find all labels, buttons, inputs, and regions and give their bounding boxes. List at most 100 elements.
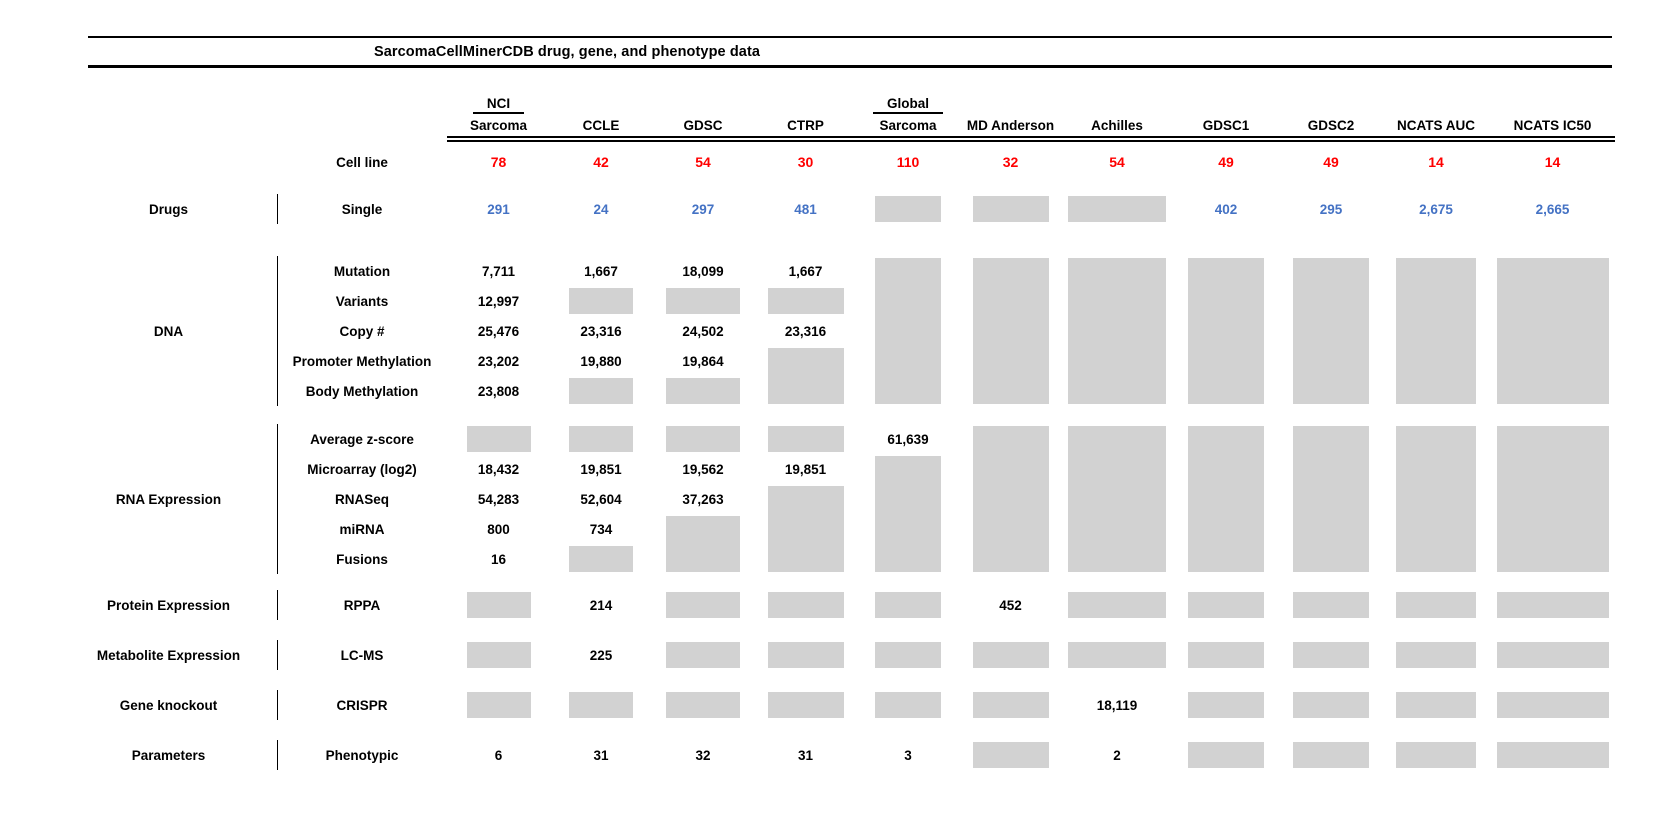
cell-line-count-ncats_auc: 14 [1428, 154, 1444, 170]
no-data-box [1188, 426, 1264, 572]
no-data-box [466, 592, 531, 618]
column-header-row: NCI Sarcoma CCLE GDSC CTRP Global Sarcoma MD An… [60, 92, 1669, 178]
row-label: Copy # [339, 323, 385, 339]
data-cell: 402 [1214, 201, 1238, 217]
no-data-box [1188, 742, 1264, 768]
data-cell: 214 [589, 597, 613, 613]
no-data-box [1188, 692, 1264, 718]
no-data-box [1068, 258, 1166, 404]
data-cell: 800 [487, 521, 510, 537]
no-data-box [569, 692, 633, 718]
data-cell [1382, 424, 1490, 574]
section-category-label: Drugs [148, 201, 188, 217]
data-cell [1490, 424, 1615, 574]
column-header-label-ncats_auc: NCATS AUC [1397, 117, 1475, 133]
column-header-label-gdsc: GDSC [683, 117, 723, 133]
data-cell [857, 256, 959, 406]
no-data-box [767, 426, 844, 452]
no-data-box [767, 642, 844, 668]
data-cell: 32 [695, 747, 711, 763]
data-cell [550, 286, 652, 316]
data-cell: 18,119 [1096, 697, 1138, 713]
no-data-box [1293, 592, 1369, 618]
row-label: Microarray (log2) [307, 461, 417, 477]
data-cell [1172, 640, 1280, 670]
data-cell [652, 286, 754, 316]
data-cell [1062, 640, 1172, 670]
no-data-box [1188, 642, 1264, 668]
data-cell: 3 [904, 747, 912, 763]
data-cell [857, 590, 959, 620]
no-data-box [569, 288, 633, 314]
data-cell [1062, 424, 1172, 574]
row-label: Promoter Methylation [292, 353, 432, 369]
data-cell [1382, 740, 1490, 770]
no-data-box [666, 426, 740, 452]
column-header-label-gdsc2: GDSC2 [1307, 117, 1355, 133]
category-separator-bar [277, 740, 278, 770]
data-cell: 24 [593, 201, 609, 217]
no-data-box [767, 592, 844, 618]
data-cell: 18,099 [682, 263, 724, 279]
no-data-box [666, 642, 740, 668]
data-cell [754, 286, 857, 316]
header-double-rule [447, 136, 1615, 142]
row-label: Mutation [333, 263, 391, 279]
column-header-label-md_anderson: MD Anderson [966, 117, 1055, 133]
data-cell [857, 194, 959, 224]
data-cell [1280, 640, 1382, 670]
no-data-box [1068, 592, 1166, 618]
section-rna-expression: RNA Expression Average z-score Microarray … [60, 424, 1669, 574]
no-data-box [1188, 258, 1264, 404]
no-data-box [1496, 258, 1609, 404]
no-data-box [666, 516, 740, 572]
column-header-top-label-global_sarcoma: Global [857, 92, 959, 114]
column-header-label-ncats_ic50: NCATS IC50 [1513, 117, 1592, 133]
data-cell: 452 [999, 597, 1022, 613]
data-cell [754, 346, 857, 406]
no-data-box [767, 692, 844, 718]
section-gene-knockout: Gene knockout CRISPR 18,119 [60, 690, 1669, 720]
title-bottom-rule [88, 65, 1612, 68]
section-category-label: Metabolite Expression [96, 647, 241, 663]
no-data-box [1496, 742, 1609, 768]
data-cell: 481 [794, 201, 817, 217]
data-cell [1280, 690, 1382, 720]
data-cell: 24,502 [682, 323, 724, 339]
no-data-box [972, 742, 1049, 768]
data-cell [959, 640, 1062, 670]
row-label: Variants [335, 293, 389, 309]
row-label: Average z-score [310, 431, 414, 447]
data-cell [1280, 590, 1382, 620]
cell-line-count-achilles: 54 [1109, 154, 1125, 170]
data-cell [1172, 690, 1280, 720]
no-data-box [972, 258, 1049, 404]
data-cell [447, 690, 550, 720]
no-data-box [1496, 642, 1609, 668]
no-data-box [466, 426, 531, 452]
no-data-box [1396, 258, 1476, 404]
section-category-label: RNA Expression [115, 491, 222, 507]
no-data-box [569, 426, 633, 452]
no-data-box [1293, 742, 1369, 768]
data-cell [652, 424, 754, 454]
data-cell: 31 [593, 747, 609, 763]
data-cell: 37,263 [682, 491, 724, 507]
cell-line-row-label: Cell line [336, 154, 388, 170]
no-data-box [767, 348, 844, 404]
data-cell [1490, 256, 1615, 406]
no-data-box [1396, 426, 1476, 572]
no-data-box [569, 546, 633, 572]
row-label: LC-MS [340, 647, 384, 663]
data-cell [1382, 590, 1490, 620]
no-data-box [1396, 692, 1476, 718]
data-cell [550, 424, 652, 454]
category-separator-bar [277, 256, 278, 406]
data-cell [754, 424, 857, 454]
no-data-box [1293, 426, 1369, 572]
data-cell [1382, 690, 1490, 720]
column-header-top-underline-nci_sarcoma: NCI [472, 96, 525, 114]
no-data-box [875, 692, 941, 718]
data-cell [754, 640, 857, 670]
column-header-label-achilles: Achilles [1091, 117, 1143, 133]
